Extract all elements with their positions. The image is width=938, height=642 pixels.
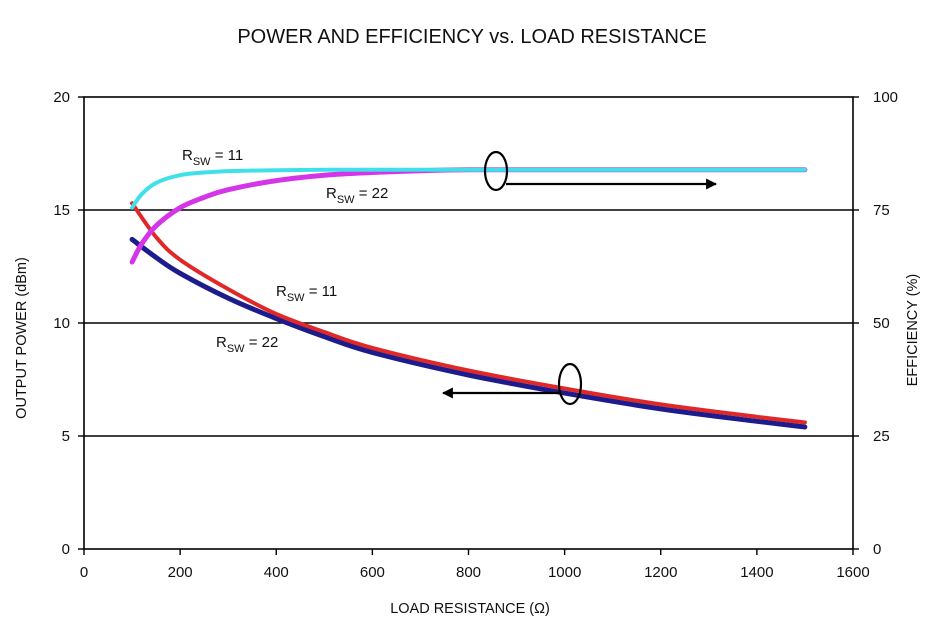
x-tick-label: 1600 [836,564,869,581]
power-indicator-ellipse [557,362,583,406]
y-right-tick-label: 100 [873,89,898,106]
y-left-tick-label: 10 [53,315,70,332]
y-left-tick-label: 15 [53,202,70,219]
power-rsw11-line [130,201,807,425]
y-left-axis-label: OUTPUT POWER (dBm) [14,257,30,419]
y-left-axis-ticks: 0 5 10 15 20 [53,89,84,558]
efficiency-rsw11-line [130,167,807,210]
y-left-tick-label: 0 [62,541,70,558]
chart-title: POWER AND EFFICIENCY vs. LOAD RESISTANCE [237,26,706,48]
x-tick-label: 0 [80,564,88,581]
x-tick-label: 600 [360,564,385,581]
y-left-tick-label: 5 [62,428,70,445]
series-group [129,167,808,430]
x-tick-label: 200 [168,564,193,581]
series-annotation-label: RSW = 11 [276,283,337,304]
power-rsw22-line [129,236,808,430]
x-tick-label: 400 [264,564,289,581]
efficiency-indicator-ellipse [483,150,509,192]
y-right-axis-label: EFFICIENCY (%) [905,274,921,387]
x-tick-label: 1200 [644,564,677,581]
x-axis-ticks: 0 200 400 600 800 1000 1200 1400 1600 [80,549,870,581]
x-tick-label: 1400 [740,564,773,581]
series-annotation-label: RSW = 22 [326,185,388,206]
y-right-tick-label: 75 [873,202,890,219]
y-left-tick-label: 20 [53,89,70,106]
x-tick-label: 1000 [548,564,581,581]
power-axis-indicator [441,362,583,406]
x-tick-label: 800 [456,564,481,581]
y-right-tick-label: 25 [873,428,890,445]
grid-lines [84,209,853,437]
y-right-axis-ticks: 0 25 50 75 100 [853,89,898,558]
annotations: RSW = 11 RSW = 22 RSW = 11 RSW = 22 [182,147,388,355]
x-axis-label: LOAD RESISTANCE (Ω) [390,601,550,617]
y-right-tick-label: 50 [873,315,890,332]
series-annotation-label: RSW = 11 [182,147,243,168]
y-right-tick-label: 0 [873,541,881,558]
efficiency-axis-indicator [483,150,718,192]
series-annotation-label: RSW = 22 [216,334,278,355]
